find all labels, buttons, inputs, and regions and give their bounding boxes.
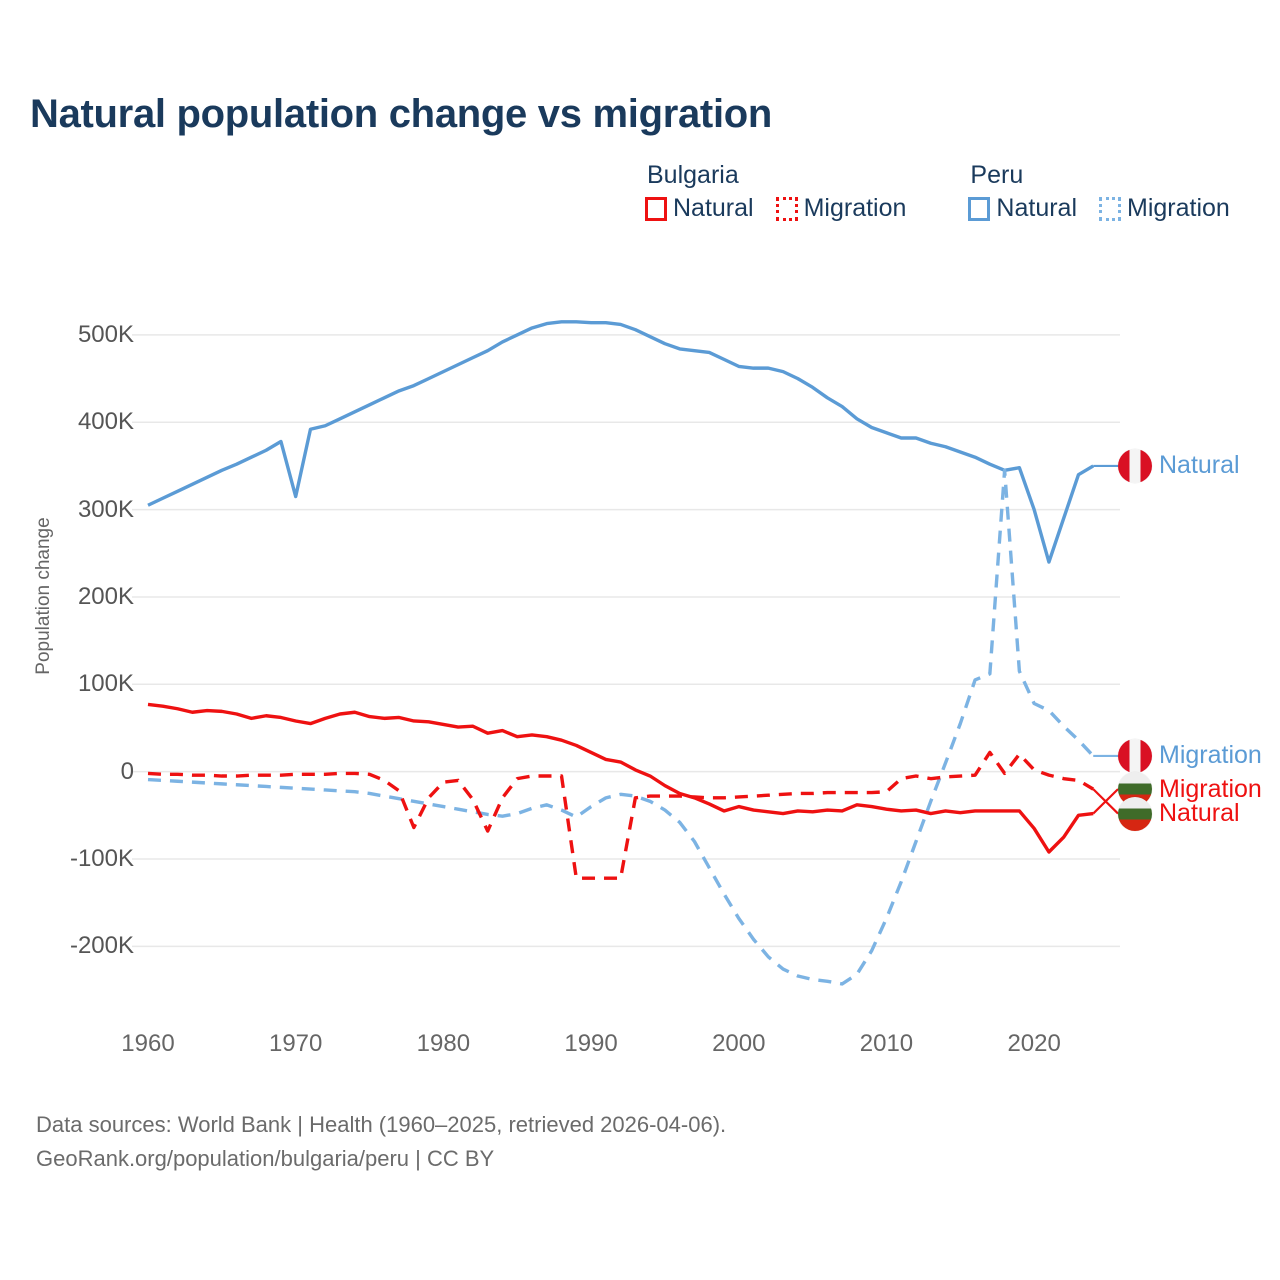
y-axis-tick-label: 500K bbox=[77, 320, 134, 348]
legend-swatch-dotted-icon bbox=[775, 196, 798, 221]
series-connector bbox=[1092, 788, 1119, 815]
chart-legend: Bulgaria Natural Migration Peru Natural bbox=[645, 160, 1230, 223]
x-axis-tick-label: 1970 bbox=[268, 1030, 323, 1057]
series-line-bulgaria-migration bbox=[147, 750, 1095, 880]
legend-item-label: Migration bbox=[803, 194, 907, 222]
y-axis-tick-label: 0 bbox=[120, 757, 134, 785]
legend-item-bulgaria-natural[interactable]: Natural bbox=[645, 194, 754, 223]
legend-item-bulgaria-migration[interactable]: Migration bbox=[775, 194, 907, 223]
legend-swatch-solid-icon bbox=[968, 196, 991, 221]
legend-item-label: Natural bbox=[996, 194, 1078, 222]
y-axis-tick-label: 200K bbox=[77, 582, 134, 610]
series-end-label[interactable]: Migration bbox=[1118, 738, 1262, 773]
series-line-peru-migration bbox=[147, 468, 1095, 986]
x-axis-tick-label: 2010 bbox=[859, 1030, 914, 1057]
y-axis-tick-label: -200K bbox=[69, 932, 134, 960]
series-line-peru-natural bbox=[147, 320, 1095, 564]
y-axis-tick-label: 100K bbox=[77, 670, 134, 698]
peru-flag-icon bbox=[1118, 738, 1152, 773]
legend-item-label: Migration bbox=[1127, 194, 1230, 222]
y-axis-tick-label: -100K bbox=[69, 844, 134, 872]
x-axis-tick-label: 1990 bbox=[564, 1030, 618, 1057]
peru-flag-icon bbox=[1118, 448, 1152, 483]
legend-group-peru: Peru Natural Migration bbox=[968, 160, 1230, 223]
y-axis-tick-label: 300K bbox=[77, 495, 134, 523]
footer-line-url: GeoRank.org/population/bulgaria/peru | C… bbox=[36, 1146, 495, 1172]
legend-item-label: Natural bbox=[673, 194, 754, 222]
x-axis-tick-label: 1980 bbox=[416, 1030, 471, 1057]
footer-attribution: Data sources: World Bank | Health (1960–… bbox=[36, 1108, 726, 1176]
x-axis-tick-label: 2020 bbox=[1007, 1030, 1061, 1057]
legend-swatch-dotted-icon bbox=[1099, 196, 1122, 221]
footer-line-sources: Data sources: World Bank | Health (1960–… bbox=[36, 1112, 727, 1137]
series-end-label[interactable]: Natural bbox=[1118, 796, 1240, 831]
y-axis-title: Population change bbox=[33, 517, 54, 675]
bulgaria-flag-icon bbox=[1118, 796, 1152, 831]
y-axis-tick-label: 400K bbox=[77, 408, 134, 436]
legend-item-peru-natural[interactable]: Natural bbox=[968, 194, 1077, 223]
x-axis-tick-label: 2000 bbox=[712, 1030, 766, 1057]
series-connector bbox=[1092, 788, 1119, 815]
series-line-bulgaria-natural bbox=[147, 702, 1094, 854]
series-end-label-text: Migration bbox=[1159, 774, 1262, 803]
series-end-label[interactable]: Natural bbox=[1118, 448, 1240, 483]
legend-swatch-solid-icon bbox=[645, 196, 667, 221]
bulgaria-flag-icon bbox=[1118, 772, 1152, 807]
legend-group-bulgaria: Bulgaria Natural Migration bbox=[645, 160, 906, 223]
series-end-label-text: Migration bbox=[1159, 741, 1262, 770]
series-end-label[interactable]: Migration bbox=[1118, 772, 1262, 807]
legend-country-label: Bulgaria bbox=[647, 161, 739, 189]
legend-country-label: Peru bbox=[970, 161, 1024, 189]
legend-item-peru-migration[interactable]: Migration bbox=[1099, 194, 1230, 223]
x-axis-tick-label: 1960 bbox=[121, 1030, 175, 1057]
series-end-label-text: Natural bbox=[1159, 799, 1240, 828]
series-end-label-text: Natural bbox=[1159, 451, 1240, 480]
page-title: Natural population change vs migration bbox=[30, 92, 773, 136]
